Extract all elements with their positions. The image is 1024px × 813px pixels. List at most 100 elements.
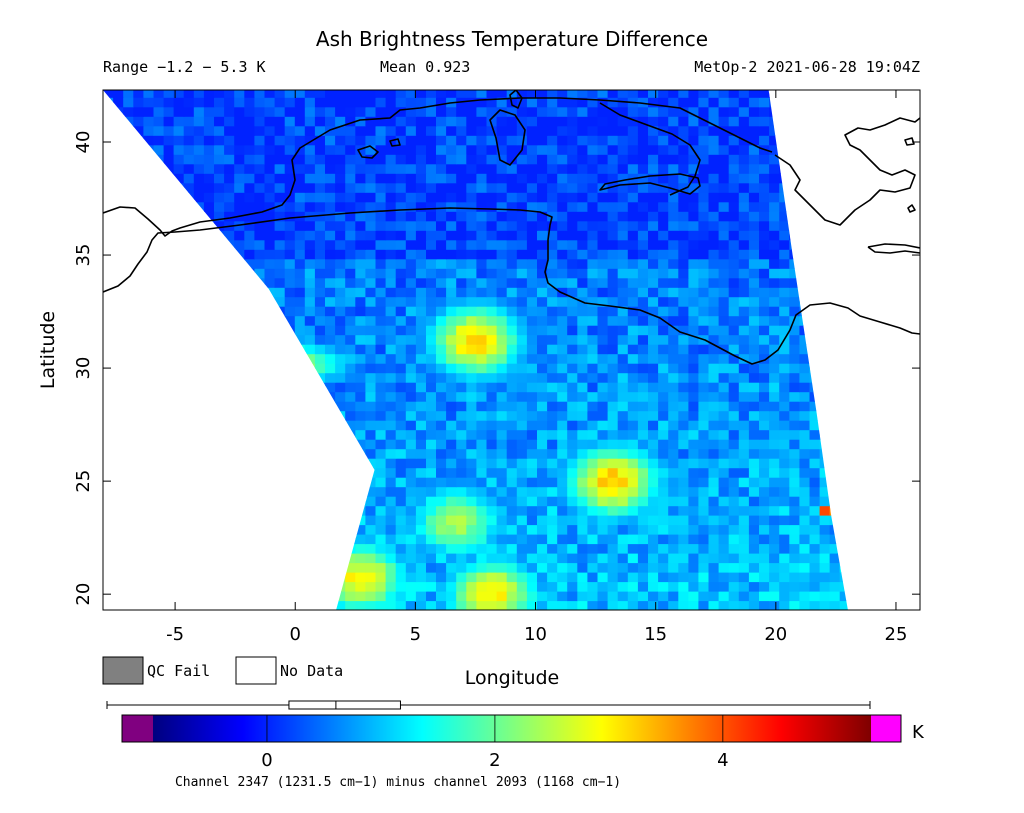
heatmap-cell	[506, 334, 518, 345]
heatmap-cell	[567, 486, 578, 497]
heatmap-cell	[748, 448, 760, 459]
heatmap-cell	[466, 477, 477, 488]
heatmap-cell	[335, 296, 346, 307]
heatmap-cell	[335, 325, 346, 336]
heatmap-cell	[476, 325, 488, 336]
heatmap-cell	[789, 591, 800, 602]
heatmap-cell	[375, 135, 387, 146]
heatmap-cell	[466, 553, 477, 564]
heatmap-cell	[819, 515, 831, 526]
heatmap-cell	[688, 220, 700, 231]
heatmap-cell	[476, 296, 488, 307]
heatmap-cell	[345, 334, 356, 345]
heatmap-cell	[627, 296, 639, 307]
heatmap-cell	[617, 477, 629, 488]
heatmap-cell	[678, 496, 689, 507]
heatmap-cell	[567, 553, 578, 564]
heatmap-cell	[516, 249, 528, 260]
heatmap-cell	[214, 125, 225, 136]
heatmap-cell	[698, 97, 710, 108]
heatmap-cell	[637, 154, 649, 165]
heatmap-cell	[809, 534, 821, 545]
heatmap-cell	[607, 581, 619, 592]
heatmap-cell	[385, 363, 397, 374]
heatmap-cell	[577, 239, 588, 250]
heatmap-cell	[547, 353, 558, 364]
heatmap-cell	[759, 467, 770, 478]
heatmap-cell	[395, 220, 407, 231]
heatmap-cell	[426, 258, 437, 269]
heatmap-cell	[668, 154, 679, 165]
heatmap-cell	[345, 173, 356, 184]
heatmap-cell	[587, 144, 599, 155]
heatmap-cell	[728, 572, 740, 583]
heatmap-cell	[395, 515, 407, 526]
heatmap-cell	[304, 334, 316, 345]
heatmap-cell	[254, 125, 266, 136]
heatmap-cell	[476, 372, 488, 383]
heatmap-cell	[607, 173, 619, 184]
heatmap-cell	[365, 334, 377, 345]
heatmap-cell	[395, 325, 407, 336]
heatmap-cell	[708, 543, 720, 554]
heatmap-cell	[688, 192, 700, 203]
heatmap-cell	[627, 467, 639, 478]
heatmap-cell	[395, 496, 407, 507]
heatmap-cell	[587, 543, 599, 554]
heatmap-cell	[395, 239, 407, 250]
heatmap-cell	[728, 201, 740, 212]
heatmap-cell	[436, 154, 447, 165]
heatmap-cell	[789, 477, 800, 488]
heatmap-cell	[748, 192, 760, 203]
heatmap-cell	[446, 553, 457, 564]
heatmap-cell	[738, 515, 750, 526]
heatmap-cell	[597, 363, 609, 374]
heatmap-cell	[345, 382, 356, 393]
heatmap-cell	[203, 116, 215, 127]
heatmap-cell	[486, 296, 498, 307]
heatmap-cell	[375, 277, 387, 288]
heatmap-cell	[274, 230, 286, 241]
heatmap-cell	[759, 192, 770, 203]
heatmap-cell	[405, 572, 417, 583]
heatmap-cell	[799, 524, 811, 535]
heatmap-cell	[537, 220, 548, 231]
heatmap-cell	[678, 553, 689, 564]
heatmap-cell	[264, 192, 276, 203]
heatmap-cell	[446, 515, 457, 526]
heatmap-cell	[153, 135, 165, 146]
heatmap-cell	[314, 90, 326, 98]
heatmap-cell	[466, 154, 477, 165]
heatmap-cell	[496, 296, 508, 307]
heatmap-cell	[637, 173, 649, 184]
heatmap-cell	[385, 391, 397, 402]
heatmap-cell	[365, 505, 377, 516]
heatmap-cell	[335, 334, 346, 345]
heatmap-cell	[385, 116, 397, 127]
heatmap-cell	[688, 467, 700, 478]
heatmap-cell	[678, 182, 689, 193]
heatmap-cell	[759, 363, 770, 374]
heatmap-cell	[718, 287, 730, 298]
heatmap-cell	[234, 163, 245, 174]
heatmap-cell	[314, 287, 326, 298]
heatmap-cell	[769, 334, 780, 345]
heatmap-cell	[365, 372, 377, 383]
heatmap-cell	[748, 287, 760, 298]
heatmap-cell	[658, 239, 669, 250]
heatmap-cell	[486, 439, 498, 450]
heatmap-cell	[708, 448, 720, 459]
heatmap-cell	[415, 258, 427, 269]
heatmap-cell	[627, 391, 639, 402]
heatmap-cell	[678, 391, 689, 402]
heatmap-cell	[779, 239, 790, 250]
heatmap-cell	[567, 420, 578, 431]
heatmap-cell	[597, 448, 609, 459]
heatmap-cell	[193, 192, 205, 203]
heatmap-cell	[405, 600, 417, 610]
heatmap-cell	[637, 220, 649, 231]
heatmap-cell	[627, 334, 639, 345]
heatmap-cell	[405, 543, 417, 554]
heatmap-cell	[698, 325, 710, 336]
heatmap-cell	[456, 534, 467, 545]
